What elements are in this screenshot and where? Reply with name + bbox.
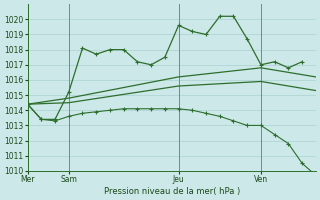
- X-axis label: Pression niveau de la mer( hPa ): Pression niveau de la mer( hPa ): [104, 187, 240, 196]
